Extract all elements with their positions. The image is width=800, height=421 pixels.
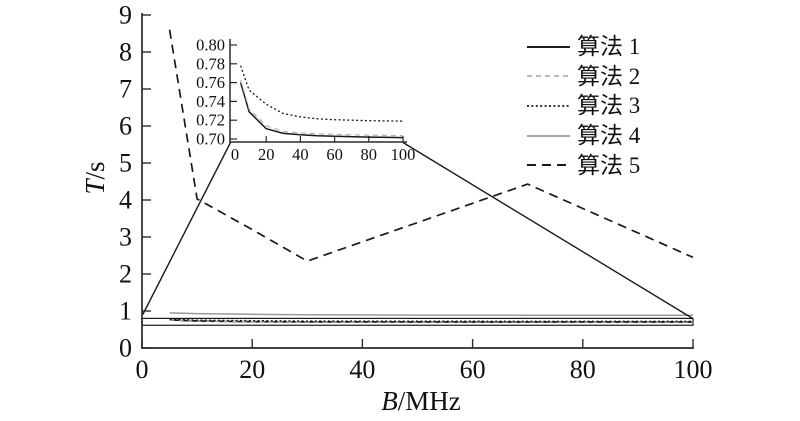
- legend-label: 算法 5: [577, 152, 641, 178]
- x-axis-title: B/MHz: [381, 386, 461, 416]
- inset-y-tick-label: 0.80: [196, 36, 225, 55]
- inset-x-tick-label: 20: [258, 145, 275, 164]
- legend-line-sample-dotted: [527, 105, 570, 107]
- y-tick-label: 1: [119, 297, 132, 326]
- series-line-2: [169, 319, 693, 323]
- inset-series-line-2: [240, 79, 404, 137]
- inset-y-tick-label: 0.70: [196, 130, 225, 149]
- legend-label: 算法 2: [577, 63, 641, 89]
- series-line-3: [169, 318, 693, 323]
- inset-x-tick-label: 0: [231, 145, 239, 164]
- y-axis-title: T/s: [80, 161, 110, 194]
- y-tick-label: 7: [119, 75, 132, 104]
- x-tick-label: 0: [136, 355, 149, 384]
- x-tick-label: 80: [570, 355, 596, 384]
- inset-x-tick-label: 80: [361, 145, 378, 164]
- x-tick-label: 100: [674, 355, 713, 384]
- inset-x-tick-label: 100: [391, 145, 416, 164]
- x-axis-title-variable: B: [381, 386, 398, 416]
- legend-line-sample-dashed: [527, 164, 570, 167]
- legend-label: 算法 3: [577, 93, 641, 119]
- inset-x-tick-label: 60: [326, 145, 343, 164]
- inset-y-tick-label: 0.74: [196, 92, 225, 111]
- legend-item: 算法 1: [527, 32, 640, 62]
- legend: 算法 1 算法 2 算法 3 算法 4 算法 5: [527, 32, 640, 180]
- legend-line-sample-dashed: [527, 75, 570, 78]
- y-tick-label: 5: [119, 149, 132, 178]
- y-axis-title-variable: T: [80, 178, 110, 195]
- y-tick-label: 4: [119, 186, 132, 215]
- x-tick-label: 60: [460, 355, 486, 384]
- y-tick-label: 2: [119, 260, 132, 289]
- legend-label: 算法 4: [577, 123, 641, 149]
- inset-y-tick-label: 0.72: [196, 111, 225, 130]
- legend-line-sample-solid: [527, 134, 570, 137]
- y-tick-label: 3: [119, 223, 132, 252]
- y-tick-label: 0: [119, 334, 132, 363]
- legend-item: 算法 2: [527, 62, 640, 92]
- x-tick-label: 20: [239, 355, 265, 384]
- y-tick-label: 8: [119, 38, 132, 67]
- series-line-5: [168, 29, 694, 262]
- legend-item: 算法 5: [527, 150, 640, 180]
- series-line-4: [169, 312, 694, 317]
- inset-y-tick-label: 0.76: [196, 73, 225, 92]
- inset-y-tick-label: 0.78: [196, 54, 225, 73]
- y-tick-label: 9: [119, 1, 132, 30]
- x-axis-title-unit: /MHz: [398, 386, 461, 416]
- y-tick-label: 6: [119, 112, 132, 141]
- legend-item: 算法 4: [527, 121, 640, 151]
- y-axis-title-unit: /s: [80, 161, 110, 179]
- legend-line-sample-solid: [527, 45, 570, 48]
- zoom-connector-left: [142, 142, 232, 315]
- x-tick-label: 40: [349, 355, 375, 384]
- legend-item: 算法 3: [527, 91, 640, 121]
- inset-x-tick-label: 40: [292, 145, 309, 164]
- legend-label: 算法 1: [577, 34, 641, 60]
- zoom-connector-right: [402, 141, 693, 319]
- inset-series-line-3: [239, 65, 404, 122]
- inset-series-line-1: [239, 82, 404, 139]
